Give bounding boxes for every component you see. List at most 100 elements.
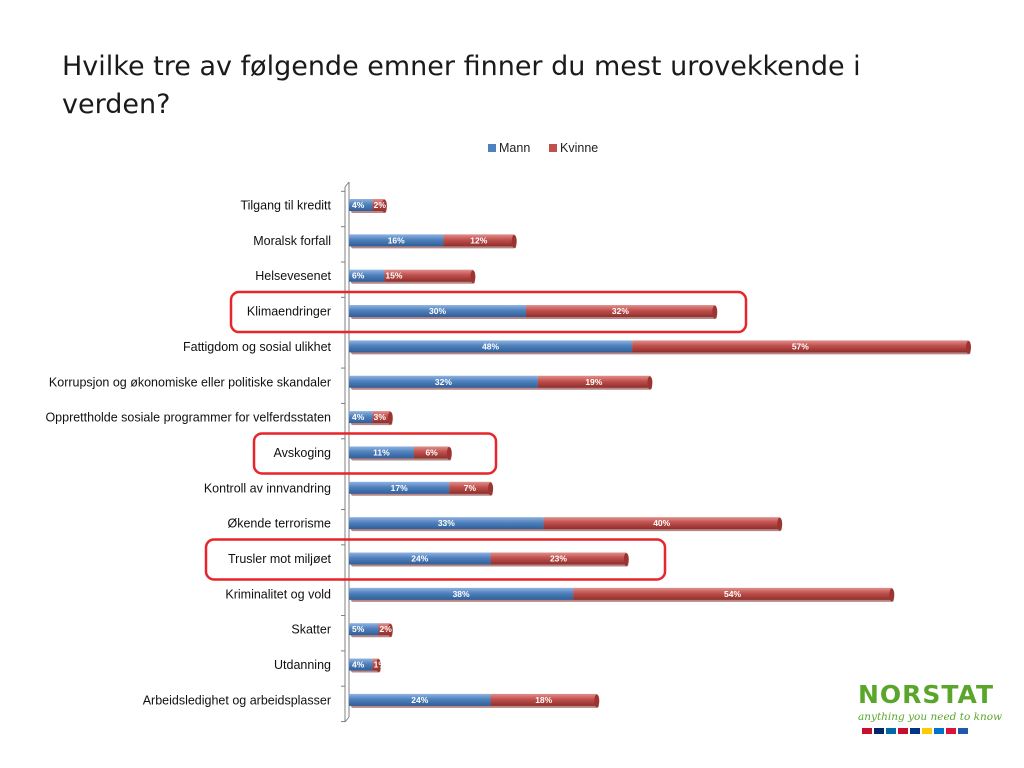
bar-kvinne <box>490 693 597 706</box>
flag-icon <box>886 728 896 734</box>
flag-icon <box>862 728 872 734</box>
data-label-kvinne: 57% <box>792 341 809 351</box>
bar-mann <box>349 305 526 318</box>
flag-icon <box>958 728 968 734</box>
bar-end-cap <box>511 234 517 248</box>
bar-kvinne <box>443 234 515 247</box>
y-axis-cap <box>344 181 350 188</box>
bar-mann <box>349 199 373 211</box>
bar-end-cap <box>387 623 393 637</box>
logo-tagline: anything you need to know <box>858 711 1003 723</box>
category-label: Trusler mot miljøet <box>228 552 332 566</box>
data-label-mann: 4% <box>352 200 365 210</box>
data-label-kvinne: 40% <box>653 518 670 528</box>
bar-mann <box>349 587 574 600</box>
logo-text: NORSTAT <box>858 680 995 709</box>
bar-end-cap <box>488 482 494 496</box>
data-label-kvinne: 7% <box>464 483 477 493</box>
data-label-mann: 24% <box>411 554 428 564</box>
data-label-kvinne: 1% <box>374 660 387 670</box>
data-label-kvinne: 2% <box>374 200 387 210</box>
bar-end-cap <box>470 270 476 284</box>
data-label-mann: 33% <box>438 518 455 528</box>
bar-end-cap <box>623 553 629 566</box>
bar-end-cap <box>966 340 971 354</box>
flag-icon <box>910 728 920 734</box>
category-label: Avskoging <box>274 446 331 460</box>
bar-kvinne <box>449 481 491 494</box>
bar-mann <box>349 234 444 247</box>
flags-strip <box>862 728 968 734</box>
bar-end-cap <box>777 517 783 531</box>
data-label-kvinne: 6% <box>425 447 438 457</box>
data-label-mann: 4% <box>352 412 365 422</box>
bar-kvinne <box>573 587 892 600</box>
data-label-kvinne: 3% <box>374 412 387 422</box>
category-label: Utdanning <box>274 658 331 672</box>
chart-title: Hvilke tre av følgende emner finner du m… <box>62 51 861 120</box>
bar-mann <box>349 375 538 388</box>
category-label: Kriminalitet og vold <box>225 587 331 601</box>
highlight-box <box>229 290 748 334</box>
data-label-kvinne: 32% <box>612 306 629 316</box>
data-label-mann: 16% <box>388 235 405 245</box>
bar-end-cap <box>446 446 452 460</box>
bar-end-cap <box>381 199 387 213</box>
bar-mann <box>349 693 491 706</box>
legend-label-kvinne: Kvinne <box>560 141 598 155</box>
highlight-box <box>204 538 667 581</box>
data-label-kvinne: 54% <box>724 589 741 599</box>
bar-end-cap <box>594 694 600 708</box>
category-label: Helsevesenet <box>255 269 331 283</box>
flag-icon <box>946 728 956 734</box>
category-label: Opprettholde sosiale programmer for velf… <box>45 411 331 425</box>
bar-kvinne <box>372 411 391 424</box>
flag-icon <box>922 728 932 734</box>
legend-swatch-kvinne <box>549 144 557 152</box>
category-label: Moralsk forfall <box>253 234 331 248</box>
category-label: Skatter <box>291 623 331 637</box>
data-label-mann: 4% <box>352 660 365 670</box>
data-label-kvinne: 23% <box>550 554 567 564</box>
data-label-mann: 17% <box>391 483 408 493</box>
norstat-logo: NORSTAT anything you need to know <box>856 680 1006 750</box>
bar-end-cap <box>712 305 718 319</box>
category-label: Økende terrorisme <box>227 517 331 531</box>
data-label-mann: 24% <box>411 695 428 705</box>
bar-end-cap <box>376 659 381 673</box>
data-label-mann: 32% <box>435 377 452 387</box>
data-label-kvinne: 12% <box>470 235 487 245</box>
bar-end-cap <box>387 411 393 425</box>
category-label: Klimaendringer <box>247 305 331 319</box>
bar-mann <box>349 411 373 424</box>
legend-label-mann: Mann <box>499 141 530 155</box>
flag-icon <box>934 728 944 734</box>
data-label-kvinne: 2% <box>380 624 393 634</box>
data-label-mann: 38% <box>453 589 470 599</box>
bar-kvinne <box>384 269 473 282</box>
data-label-mann: 6% <box>352 271 365 281</box>
bar-mann <box>349 552 491 565</box>
bar-mann <box>349 481 450 494</box>
bar-mann <box>349 623 379 636</box>
category-label: Kontroll av innvandring <box>204 481 331 495</box>
data-label-mann: 11% <box>373 447 390 457</box>
y-axis-foot <box>344 716 350 723</box>
data-label-kvinne: 18% <box>535 695 552 705</box>
bar-kvinne <box>372 199 385 211</box>
legend-swatch-mann <box>488 144 496 152</box>
bar-mann <box>349 517 544 530</box>
bar-kvinne <box>537 375 650 388</box>
bar-kvinne <box>372 658 379 671</box>
bar-kvinne <box>378 623 391 636</box>
data-label-kvinne: 15% <box>385 271 402 281</box>
data-label-mann: 30% <box>429 306 446 316</box>
data-label-mann: 5% <box>352 624 365 634</box>
bar-end-cap <box>647 376 653 390</box>
data-label-mann: 48% <box>482 341 499 351</box>
category-label: Korrupsjon og økonomiske eller politiske… <box>49 375 331 389</box>
bar-kvinne <box>413 446 450 459</box>
category-label: Arbeidsledighet og arbeidsplasser <box>143 693 331 707</box>
category-label: Fattigdom og sosial ulikhet <box>183 340 332 354</box>
